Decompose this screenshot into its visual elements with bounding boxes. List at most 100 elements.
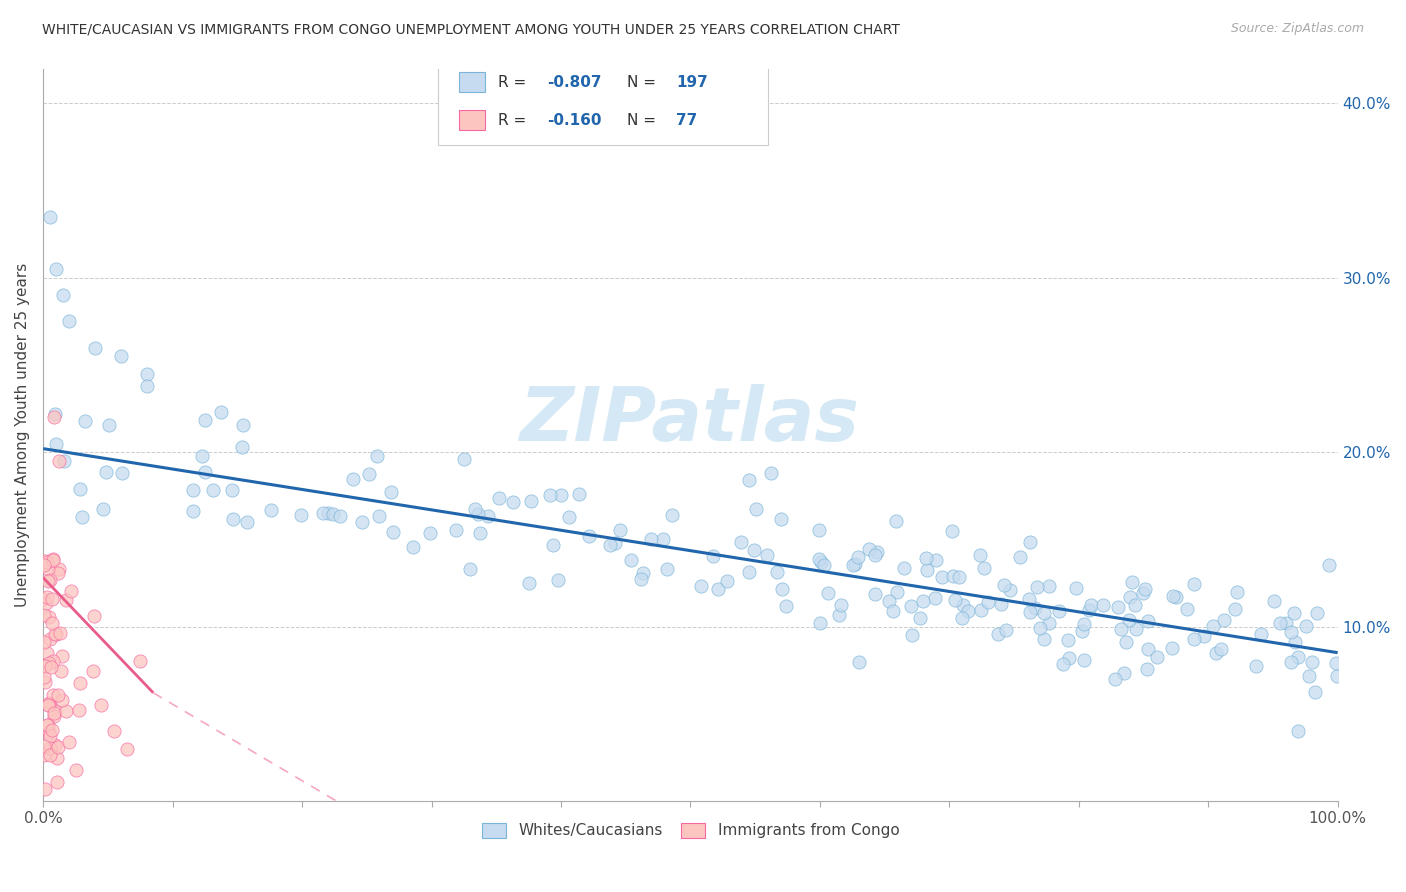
Point xyxy=(911,594,934,608)
Point xyxy=(884,514,907,528)
Point xyxy=(69,676,91,690)
Point xyxy=(1049,604,1071,618)
Point xyxy=(419,526,441,541)
Point xyxy=(858,542,880,557)
Point xyxy=(290,508,312,523)
Point xyxy=(32,608,55,623)
Point xyxy=(690,578,713,592)
Point xyxy=(39,747,62,762)
Point xyxy=(1136,662,1159,676)
Point xyxy=(42,688,65,702)
Point xyxy=(41,615,63,630)
Point xyxy=(39,660,62,674)
Point xyxy=(381,525,404,540)
Point xyxy=(1125,623,1147,637)
Point xyxy=(770,582,793,597)
Point xyxy=(1132,586,1154,600)
Point xyxy=(312,506,335,520)
Point xyxy=(547,573,569,587)
Point xyxy=(1301,655,1323,669)
Point xyxy=(1281,656,1303,670)
Point xyxy=(1295,619,1317,633)
Point xyxy=(32,591,55,606)
Point xyxy=(52,453,75,467)
Point xyxy=(44,738,66,752)
Point xyxy=(755,549,778,563)
Point xyxy=(657,562,679,576)
Point xyxy=(952,598,974,612)
Point xyxy=(973,561,995,575)
Text: R =: R = xyxy=(498,75,530,89)
Point xyxy=(32,634,55,648)
Point xyxy=(770,512,793,526)
Point xyxy=(38,210,60,224)
Point xyxy=(925,553,948,567)
Point xyxy=(924,591,946,605)
Point xyxy=(70,509,93,524)
Point xyxy=(37,647,59,661)
Point xyxy=(640,532,662,546)
Point xyxy=(1250,626,1272,640)
Point xyxy=(67,702,90,716)
Point xyxy=(477,508,499,523)
Point xyxy=(42,552,65,566)
Point xyxy=(352,515,374,529)
Point xyxy=(37,574,59,588)
Point xyxy=(910,611,932,625)
Text: -0.160: -0.160 xyxy=(547,112,602,128)
Point xyxy=(879,593,901,607)
Point xyxy=(915,551,938,566)
Point xyxy=(745,502,768,516)
Point xyxy=(1175,602,1198,616)
Point xyxy=(37,718,59,732)
Point xyxy=(1317,558,1340,573)
Point xyxy=(34,782,56,797)
Point xyxy=(232,418,254,433)
Point xyxy=(1205,646,1227,660)
Point xyxy=(550,488,572,502)
Point xyxy=(42,410,65,425)
Point xyxy=(568,487,591,501)
Point xyxy=(42,654,65,668)
Text: ZIPatlas: ZIPatlas xyxy=(520,384,860,457)
Point xyxy=(1073,653,1095,667)
FancyBboxPatch shape xyxy=(458,110,485,130)
Point xyxy=(316,506,339,520)
Point xyxy=(828,608,851,623)
Point xyxy=(844,557,866,571)
Point xyxy=(41,591,63,606)
Point xyxy=(730,534,752,549)
Point xyxy=(993,578,1015,592)
Text: Source: ZipAtlas.com: Source: ZipAtlas.com xyxy=(1230,22,1364,36)
Point xyxy=(738,565,761,579)
Point xyxy=(702,549,724,564)
Point xyxy=(943,593,966,607)
Point xyxy=(1135,582,1157,596)
Text: 77: 77 xyxy=(676,112,697,128)
Point xyxy=(1038,615,1060,630)
Point xyxy=(129,654,152,668)
Point xyxy=(55,592,77,607)
Point xyxy=(201,483,224,498)
Point xyxy=(69,482,91,496)
Point xyxy=(38,610,60,624)
FancyBboxPatch shape xyxy=(439,62,768,145)
Point xyxy=(32,748,55,763)
Point xyxy=(866,545,889,559)
Point xyxy=(37,718,59,732)
Text: N =: N = xyxy=(627,112,661,128)
Point xyxy=(75,414,97,428)
Point xyxy=(1032,606,1054,620)
Point xyxy=(38,696,60,710)
Point xyxy=(1091,598,1114,612)
Point xyxy=(460,562,482,576)
Point xyxy=(46,566,69,581)
Point xyxy=(32,669,55,683)
Point xyxy=(1223,602,1246,616)
Point xyxy=(775,599,797,613)
Point xyxy=(520,494,543,508)
Point xyxy=(90,698,112,712)
Point xyxy=(44,407,66,421)
Point xyxy=(94,465,117,479)
Point xyxy=(42,706,65,720)
